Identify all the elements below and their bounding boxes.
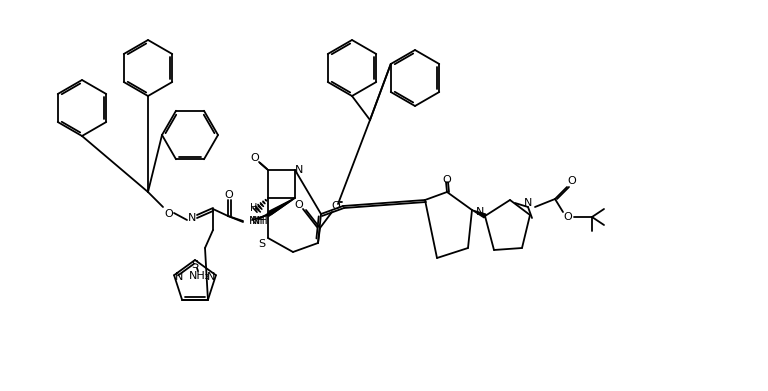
Text: O: O <box>442 175 452 185</box>
Text: O: O <box>332 201 340 211</box>
Text: H: H <box>250 203 258 213</box>
Text: O: O <box>564 212 572 222</box>
Text: N: N <box>207 272 215 282</box>
Text: O: O <box>568 176 576 186</box>
Text: S: S <box>259 239 266 249</box>
Polygon shape <box>267 198 295 216</box>
Text: O: O <box>224 190 233 200</box>
Text: NH: NH <box>252 216 268 226</box>
Polygon shape <box>269 198 295 215</box>
Polygon shape <box>472 210 486 218</box>
Text: S: S <box>191 260 199 270</box>
Text: O: O <box>250 153 260 163</box>
Text: N: N <box>476 207 484 217</box>
Text: NH₂: NH₂ <box>188 271 210 281</box>
Text: NH: NH <box>249 216 266 226</box>
Text: O: O <box>164 209 174 219</box>
Text: N: N <box>188 213 196 223</box>
Text: N: N <box>295 165 303 175</box>
Text: O: O <box>295 200 303 210</box>
Text: N: N <box>524 198 532 208</box>
Text: N: N <box>175 272 184 282</box>
